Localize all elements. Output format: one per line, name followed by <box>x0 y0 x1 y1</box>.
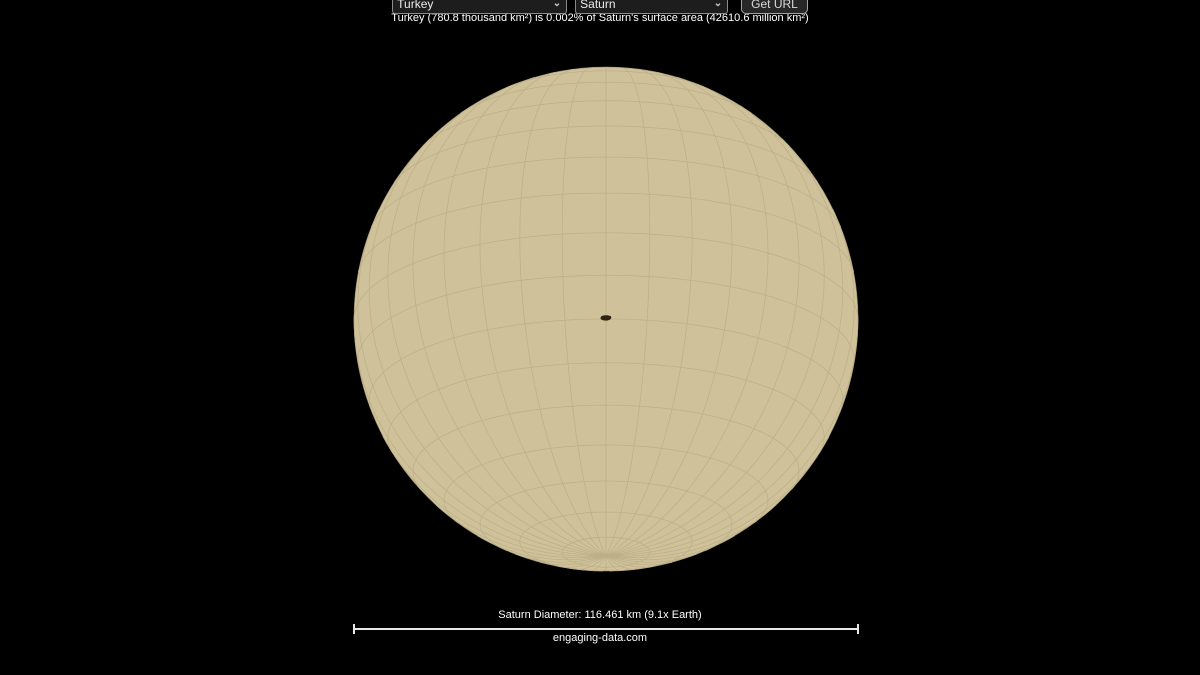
top-controls: Turkey ⌄ Saturn ⌄ Get URL <box>0 0 1200 14</box>
diameter-label: Saturn Diameter: 116.461 km (9.1x Earth) <box>498 609 702 621</box>
planet-select[interactable]: Saturn <box>575 0 729 14</box>
scale-bar-tick-right <box>857 624 859 634</box>
country-select-wrap: Turkey ⌄ <box>392 0 568 14</box>
graticule-grid <box>353 67 859 572</box>
country-select[interactable]: Turkey <box>392 0 568 14</box>
get-url-button[interactable]: Get URL <box>741 0 808 14</box>
planet-select-wrap: Saturn ⌄ <box>575 0 729 14</box>
comparison-caption: Turkey (780.8 thousand km²) is 0.002% of… <box>391 12 809 24</box>
scale-bar <box>354 628 858 630</box>
country-shape <box>600 315 612 321</box>
site-label: engaging-data.com <box>552 632 648 644</box>
